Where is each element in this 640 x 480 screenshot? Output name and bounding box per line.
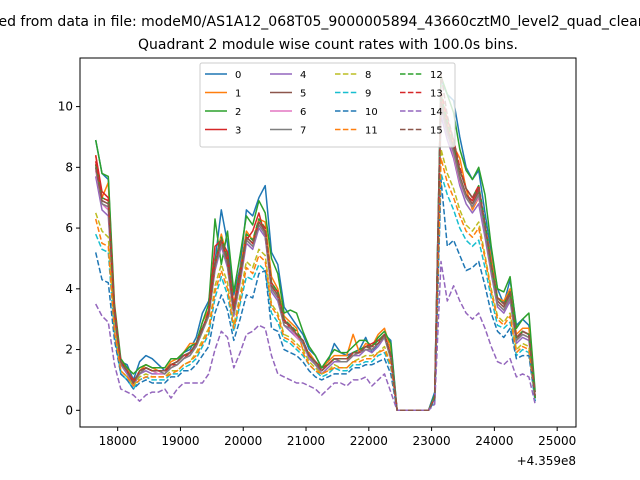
legend-label-0: 0 — [235, 70, 241, 81]
legend-label-15: 15 — [430, 126, 443, 137]
x-tick-label: 21000 — [287, 434, 325, 448]
y-tick-label: 0 — [65, 403, 73, 417]
legend-label-14: 14 — [430, 107, 443, 118]
legend-label-2: 2 — [235, 107, 241, 118]
x-tick-label: 23000 — [413, 434, 451, 448]
legend-label-11: 11 — [365, 126, 378, 137]
x-tick-label: 19000 — [161, 434, 199, 448]
x-axis-ticks: 18000 19000 20000 21000 22000 23000 24000 25000 — [99, 427, 576, 448]
legend-label-3: 3 — [235, 126, 241, 137]
y-tick-label: 4 — [65, 282, 73, 296]
legend-label-12: 12 — [430, 70, 443, 81]
y-tick-label: 8 — [65, 160, 73, 174]
legend-label-7: 7 — [300, 126, 306, 137]
legend-label-4: 4 — [300, 70, 306, 81]
series-line-2 — [94, 75, 536, 412]
legend-frame — [199, 62, 456, 148]
series-line-7 — [94, 105, 536, 412]
series-line-8 — [94, 148, 536, 412]
legend-label-5: 5 — [300, 89, 306, 100]
series-line-11 — [94, 157, 536, 412]
figure-suptitle: Plotted from data in file: modeM0/AS1A12… — [0, 14, 640, 30]
legend-label-13: 13 — [430, 89, 443, 100]
plot-area: 18000 19000 20000 21000 22000 23000 24000 25000… — [58, 57, 577, 448]
chart-title: Quadrant 2 module wise count rates with … — [138, 37, 518, 53]
series-line-15 — [94, 72, 536, 412]
legend-label-1: 1 — [235, 89, 241, 100]
x-tick-label: 22000 — [350, 434, 388, 448]
series-line-14 — [95, 260, 536, 412]
x-tick-label: 20000 — [224, 434, 262, 448]
legend-label-10: 10 — [365, 107, 378, 118]
legend-label-9: 9 — [365, 89, 371, 100]
y-axis-ticks: 0 2 4 6 8 10 — [58, 100, 80, 417]
y-tick-label: 6 — [65, 221, 73, 235]
y-tick-label: 10 — [58, 100, 73, 114]
series-line-9 — [95, 172, 536, 412]
legend-label-8: 8 — [365, 70, 371, 81]
x-tick-label: 24000 — [475, 434, 513, 448]
y-tick-label: 2 — [65, 343, 73, 357]
series-layer — [94, 72, 536, 412]
series-line-10 — [94, 178, 536, 412]
legend-label-6: 6 — [300, 107, 306, 118]
axes-frame — [79, 57, 577, 428]
x-offset-label: +4.359e8 — [517, 454, 576, 468]
x-tick-label: 18000 — [99, 434, 137, 448]
x-tick-label: 25000 — [538, 434, 576, 448]
